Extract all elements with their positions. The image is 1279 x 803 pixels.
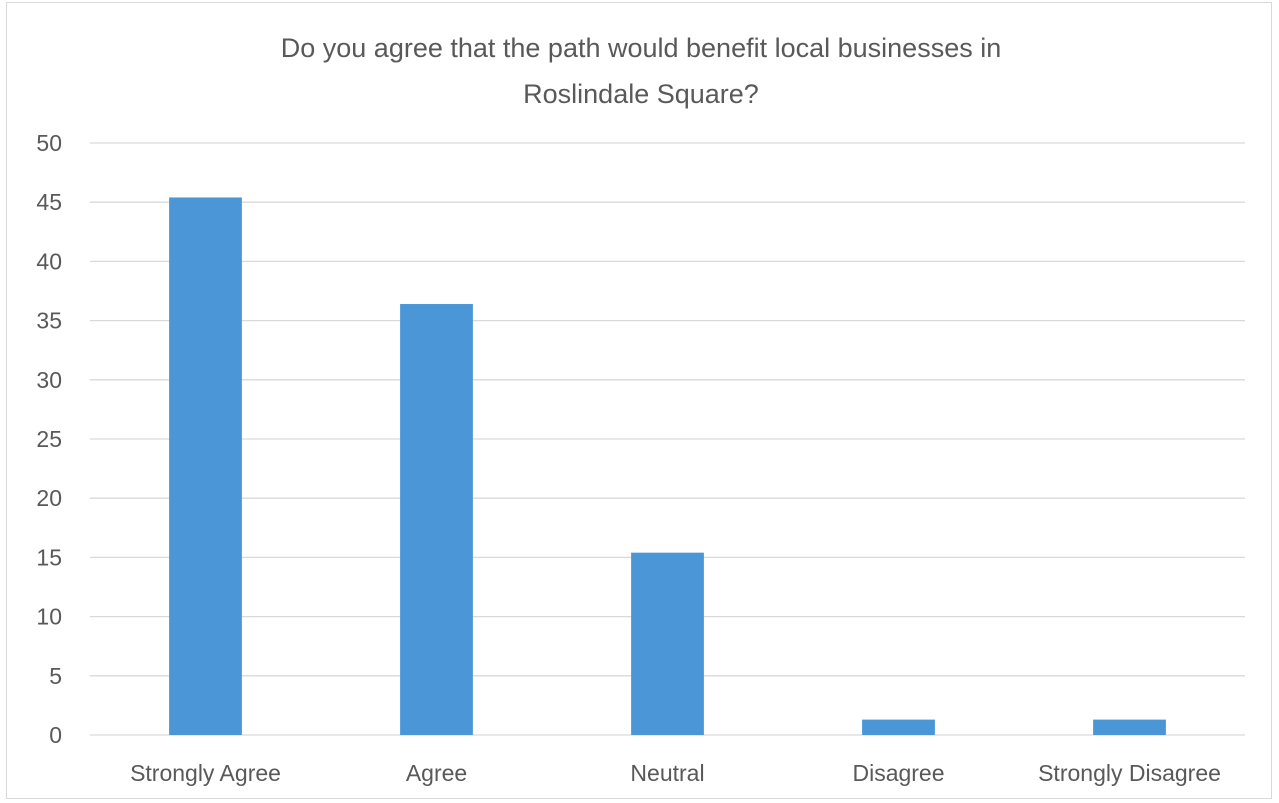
- y-tick-label: 50: [36, 130, 62, 156]
- chart-title-line-2: Roslindale Square?: [523, 79, 759, 109]
- y-tick-label: 40: [36, 248, 62, 274]
- y-tick-label: 45: [36, 189, 62, 215]
- y-tick-label: 0: [49, 722, 62, 748]
- bar: [169, 197, 242, 736]
- bars: [169, 197, 1166, 736]
- x-category-label: Strongly Disagree: [1038, 760, 1221, 786]
- gridlines: [90, 142, 1245, 736]
- y-tick-label: 10: [36, 604, 62, 630]
- y-tick-label: 30: [36, 367, 62, 393]
- x-category-label: Strongly Agree: [130, 760, 281, 786]
- bar: [862, 719, 935, 735]
- y-tick-label: 25: [36, 426, 62, 452]
- y-tick-label: 35: [36, 308, 62, 334]
- bar: [1093, 719, 1166, 735]
- y-axis-ticks: 0 5 10 15 20 25 30 35 40 45 50: [36, 130, 62, 748]
- x-category-label: Agree: [406, 760, 467, 786]
- x-axis-categories: Strongly Agree Agree Neutral Disagree Strong…: [130, 760, 1221, 786]
- y-tick-label: 5: [49, 663, 62, 689]
- y-tick-label: 20: [36, 485, 62, 511]
- x-category-label: Neutral: [630, 760, 704, 786]
- chart-title-line-1: Do you agree that the path would benefit…: [281, 33, 1001, 63]
- y-tick-label: 15: [36, 544, 62, 570]
- x-category-label: Disagree: [852, 760, 944, 786]
- bar: [400, 304, 473, 735]
- bar: [631, 552, 704, 735]
